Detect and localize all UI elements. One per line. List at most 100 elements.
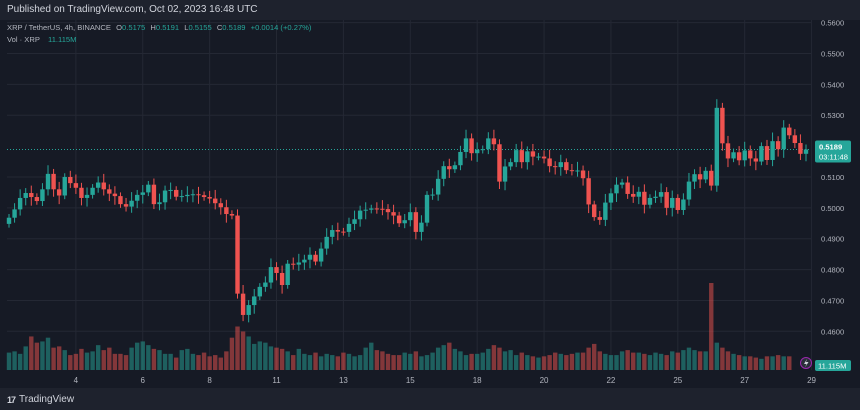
volume-bar xyxy=(597,351,602,370)
candle-body xyxy=(513,150,519,163)
candle-body xyxy=(653,196,658,198)
tradingview-brand[interactable]: 17 TradingView xyxy=(7,394,74,405)
candle-body xyxy=(374,208,380,210)
candle-body xyxy=(185,194,190,197)
candle-body xyxy=(530,151,536,157)
volume-bar xyxy=(151,348,157,370)
volume-bar xyxy=(586,347,591,370)
volume-bar xyxy=(396,355,402,370)
candle-body xyxy=(45,173,51,190)
volume-bar xyxy=(268,346,274,370)
candle-body xyxy=(636,191,641,197)
volume-bar xyxy=(313,352,318,370)
volume-bar xyxy=(458,351,463,370)
candle-body xyxy=(112,193,118,197)
volume-bar xyxy=(435,347,441,370)
volume-bar xyxy=(185,348,190,370)
volume-bar xyxy=(79,348,84,370)
volume-bar xyxy=(285,351,290,370)
candle-body xyxy=(385,209,391,213)
candle-body xyxy=(525,151,530,163)
volume-bar xyxy=(224,351,229,370)
volume-bar xyxy=(625,350,630,370)
candle-body xyxy=(201,195,207,198)
candle-body xyxy=(107,189,112,194)
volume-bar xyxy=(664,355,669,370)
volume-bar xyxy=(709,283,714,370)
candle-body xyxy=(257,286,263,297)
volume-bar xyxy=(692,350,697,370)
volume-bar xyxy=(419,356,424,370)
volume-bar xyxy=(179,350,184,370)
candle-body xyxy=(346,223,352,232)
volume-bar xyxy=(547,355,552,370)
candle-body xyxy=(647,197,653,205)
axes: 0.5600 0.5500 0.5400 0.5300 0.5100 0.5000 0.49… xyxy=(74,19,851,385)
published-text: Published on TradingView.com, Oct 02, 20… xyxy=(7,4,258,15)
candle-body xyxy=(118,196,123,205)
candle-body xyxy=(246,305,251,315)
lightning-glyph xyxy=(804,359,809,368)
candle-body xyxy=(263,282,268,287)
y-tick-label: 0.5100 xyxy=(821,173,844,182)
candle-body xyxy=(748,150,753,159)
volume-bar xyxy=(541,356,547,370)
candle-body xyxy=(681,199,686,210)
candle-body xyxy=(285,263,290,286)
volume-bar xyxy=(274,347,279,370)
candle-body xyxy=(229,214,235,216)
volume-bar xyxy=(486,348,491,370)
volume-bar xyxy=(357,355,363,370)
candle-body xyxy=(714,107,720,186)
volume-bars xyxy=(6,283,792,370)
volume-bar xyxy=(748,356,753,370)
candle-body xyxy=(95,182,101,188)
candle-body xyxy=(580,170,586,179)
candle-body xyxy=(619,182,625,185)
low-value: 0.5155 xyxy=(188,23,212,32)
volume-bar xyxy=(703,351,708,370)
volume-bar xyxy=(681,350,686,370)
candle-body xyxy=(6,217,12,224)
candle-body xyxy=(296,262,302,265)
open-value: 0.5175 xyxy=(122,23,146,32)
volume-bar xyxy=(513,355,519,370)
candle-body xyxy=(68,176,73,184)
candle-body xyxy=(51,173,56,190)
candle-body xyxy=(452,165,458,170)
candle-body xyxy=(190,194,196,196)
candle-body xyxy=(625,182,630,194)
close-value: 0.5189 xyxy=(222,23,246,32)
volume-bar xyxy=(29,336,34,370)
x-tick-label: 8 xyxy=(207,376,212,385)
candle-body xyxy=(291,263,296,265)
candle-body xyxy=(753,158,759,162)
candle-body xyxy=(642,191,647,205)
candle-body xyxy=(742,150,747,161)
volume-bar xyxy=(252,343,257,370)
volume-bar xyxy=(764,356,770,370)
candle-body xyxy=(592,204,597,218)
candle-body xyxy=(552,166,558,168)
candle-body xyxy=(90,187,95,195)
volume-bar xyxy=(720,347,725,370)
volume-bar xyxy=(380,351,385,370)
candle-body xyxy=(787,127,792,136)
x-tick-label: 29 xyxy=(807,376,816,385)
candle-body xyxy=(162,190,168,203)
candle-body xyxy=(73,183,79,188)
close-label: C xyxy=(216,23,223,32)
ohlc-line: XRP / TetherUS, 4h, BINANCE O0.5175 H0.5… xyxy=(7,22,311,34)
candle-body xyxy=(775,141,781,150)
volume-bar xyxy=(714,342,720,370)
volume-bar xyxy=(770,356,775,370)
y-tick-label: 0.5500 xyxy=(821,49,844,58)
candle-body xyxy=(79,187,84,198)
volume-bar xyxy=(608,355,614,370)
candle-body xyxy=(664,192,669,208)
candle-body xyxy=(541,156,547,159)
volume-bar xyxy=(408,353,413,370)
volume-bar xyxy=(575,352,580,370)
tradingview-logo-icon: 17 xyxy=(7,394,16,405)
